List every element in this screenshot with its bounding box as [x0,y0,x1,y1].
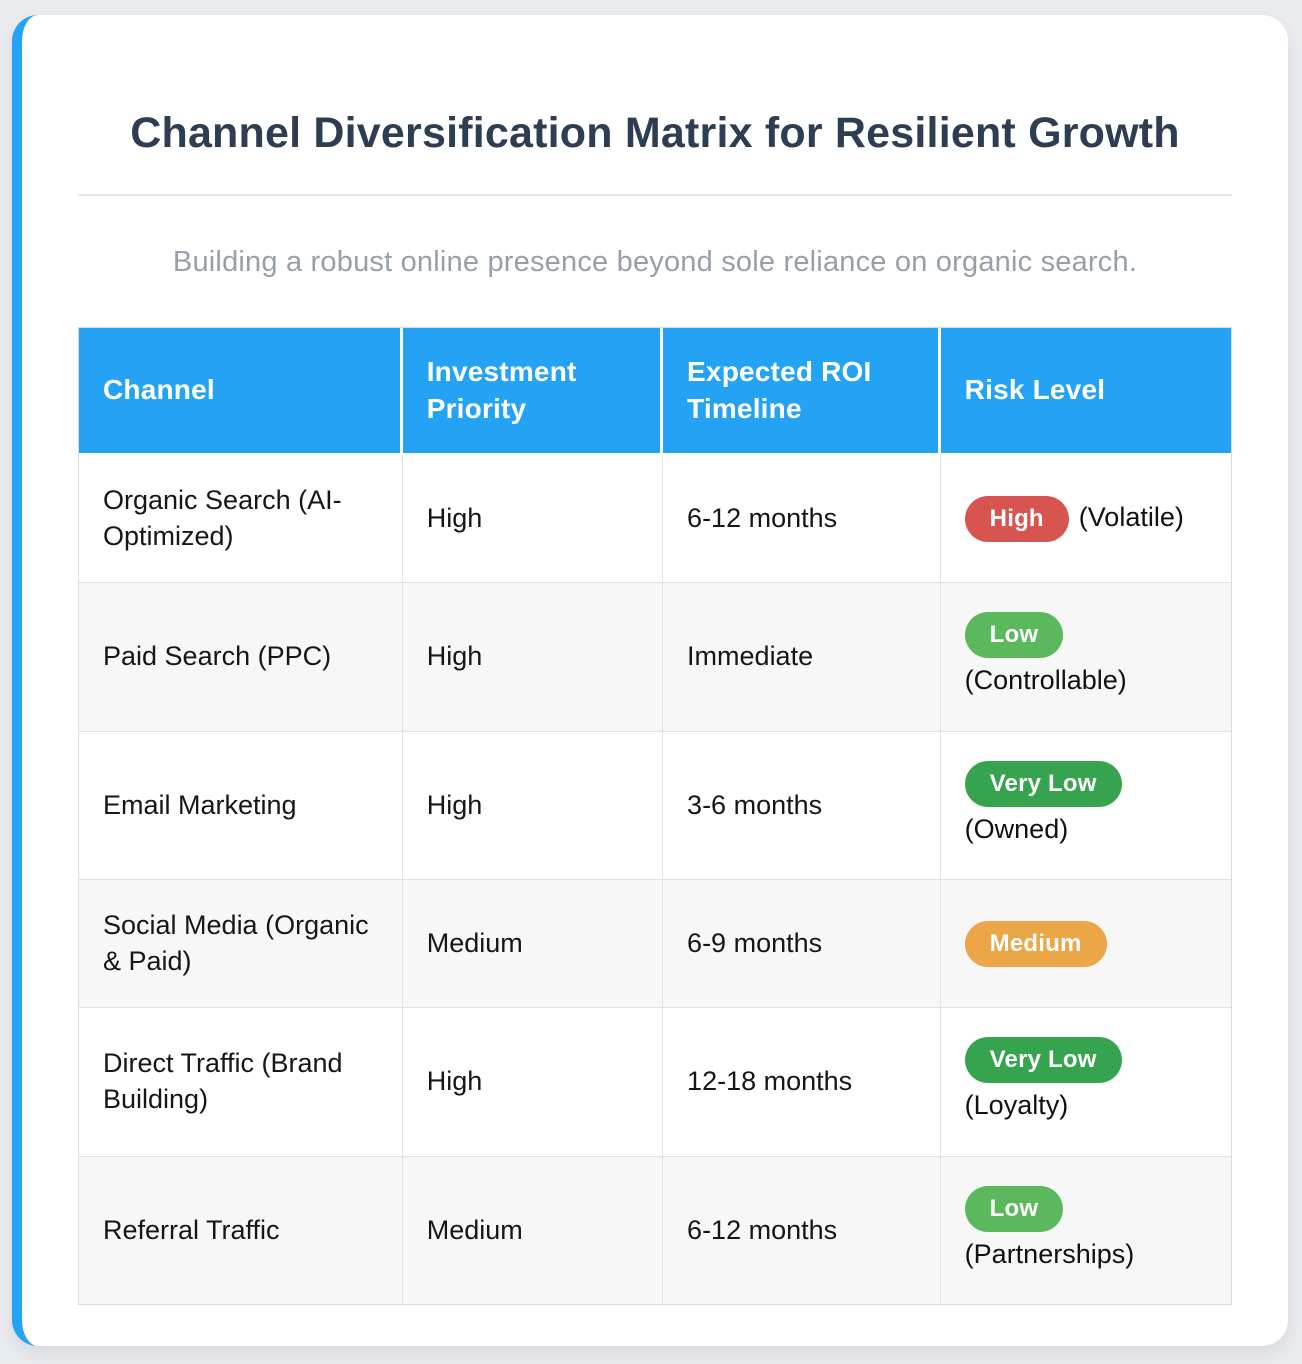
cell-timeline: 6-9 months [663,880,941,1009]
cell-priority: Medium [402,880,664,1009]
cell-priority: High [402,454,664,584]
table-row: Paid Search (PPC) High Immediate Low (Con… [79,583,1231,732]
cell-timeline: Immediate [663,583,941,732]
cell-channel: Paid Search (PPC) [79,583,403,732]
cell-priority: High [402,583,664,732]
title-divider [78,194,1232,197]
cell-channel: Email Marketing [79,731,403,881]
cell-risk: Very Low (Owned) [940,731,1231,881]
cell-risk: High (Volatile) [940,454,1231,584]
page-subtitle: Building a robust online presence beyond… [172,246,1138,279]
cell-priority: High [402,1008,664,1157]
cell-channel: Direct Traffic (Brand Building) [79,1008,403,1157]
diversification-matrix-table: Channel Investment Priority Expected ROI… [78,327,1232,1306]
risk-note: (Partnerships) [964,1238,1135,1269]
cell-timeline: 3-6 months [663,731,941,881]
column-header-channel: Channel [79,328,403,455]
cell-risk: Low (Controllable) [940,583,1231,732]
table-row: Organic Search (AI-Optimized) High 6-12 … [79,454,1231,584]
risk-badge: Low [964,612,1064,659]
cell-risk: Medium [940,880,1231,1009]
risk-badge: Very Low [964,1037,1122,1084]
cell-channel: Organic Search (AI-Optimized) [79,454,403,584]
cell-timeline: 6-12 months [663,1156,941,1305]
risk-note: (Controllable) [964,665,1127,696]
cell-channel: Referral Traffic [79,1156,403,1305]
page-title: Channel Diversification Matrix for Resil… [130,109,1180,157]
cell-risk: Very Low (Loyalty) [940,1008,1231,1157]
risk-note: (Volatile) [1078,502,1184,533]
cell-timeline: 12-18 months [663,1008,941,1157]
column-header-risk: Risk Level [940,328,1231,455]
cell-timeline: 6-12 months [663,454,941,584]
table-row: Referral Traffic Medium 6-12 months Low (… [79,1156,1231,1305]
table-row: Direct Traffic (Brand Building) High 12-… [79,1008,1231,1157]
cell-priority: Medium [402,1156,664,1305]
cell-channel: Social Media (Organic & Paid) [79,880,403,1009]
risk-note: (Loyalty) [964,1090,1069,1121]
table-header-row: Channel Investment Priority Expected ROI… [79,328,1231,455]
column-header-priority: Investment Priority [402,328,664,455]
risk-badge: Low [964,1185,1064,1232]
cell-priority: High [402,731,664,881]
content-card: Channel Diversification Matrix for Resil… [12,15,1288,1346]
risk-badge: High [964,496,1069,543]
risk-badge: Medium [964,921,1107,968]
table-row: Social Media (Organic & Paid) Medium 6-9… [79,880,1231,1009]
column-header-timeline: Expected ROI Timeline [663,328,941,455]
risk-note: (Owned) [964,813,1069,844]
cell-risk: Low (Partnerships) [940,1156,1231,1305]
table-row: Email Marketing High 3-6 months Very Low… [79,731,1231,881]
risk-badge: Very Low [964,760,1122,807]
